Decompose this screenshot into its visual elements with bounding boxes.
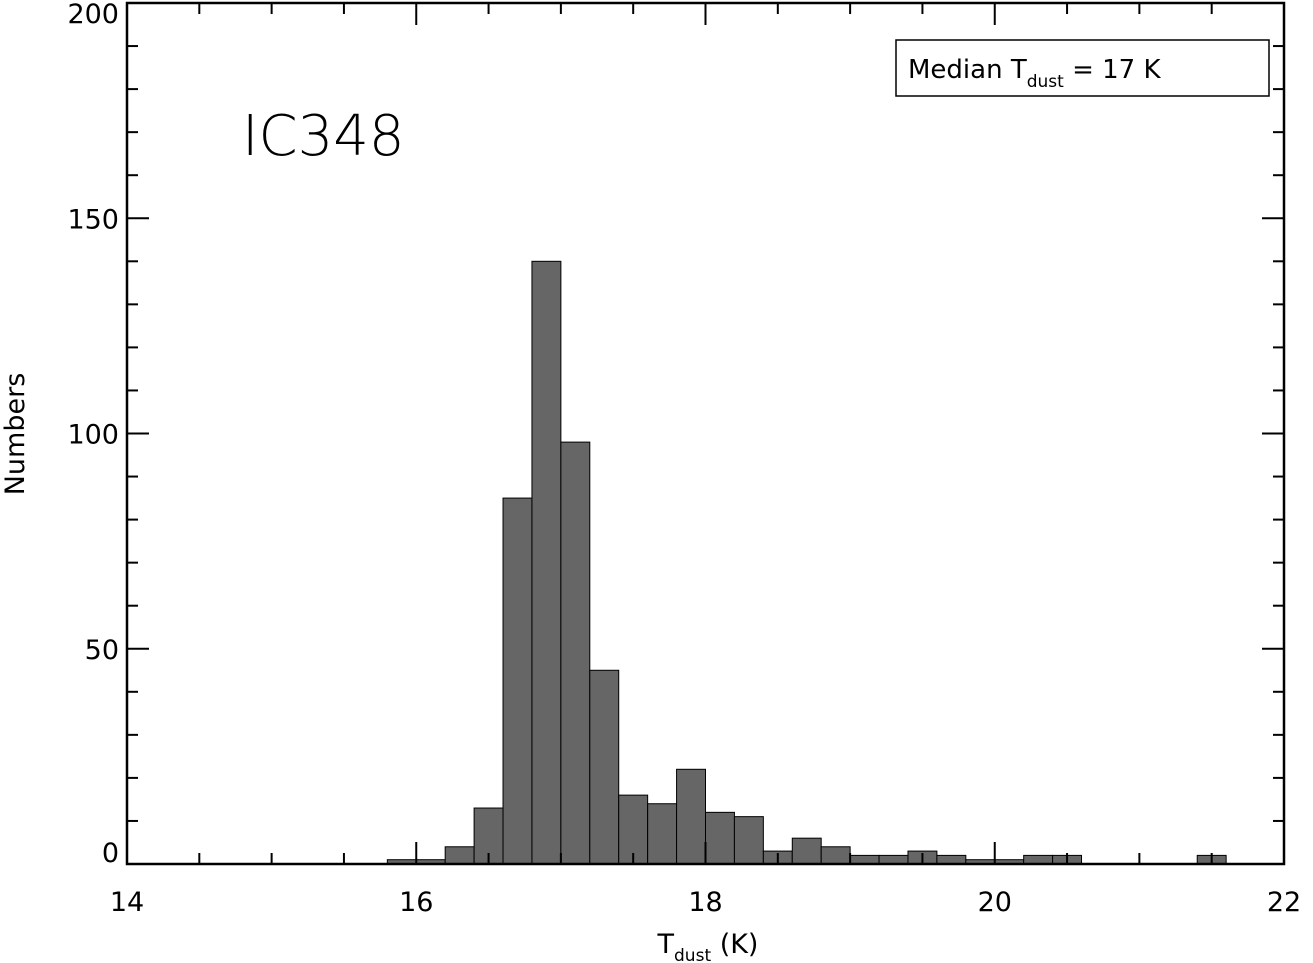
histogram-bar	[1023, 854, 1054, 865]
x-tick-label: 16	[399, 887, 433, 918]
histogram-bar	[791, 837, 822, 865]
y-tick-label: 50	[85, 635, 119, 666]
histogram-bar	[502, 497, 533, 865]
x-tick-label: 14	[110, 887, 144, 918]
legend-text-suffix: = 17 K	[1064, 55, 1162, 85]
legend-frame	[895, 39, 1270, 97]
histogram-bar	[560, 441, 591, 865]
histogram-bar	[820, 846, 851, 865]
histogram-bar	[589, 669, 620, 865]
histogram-bar	[531, 260, 562, 865]
histogram-bar	[936, 854, 967, 865]
y-axis-label: Numbers	[0, 373, 31, 496]
histogram-bars	[386, 260, 1227, 865]
y-tick-label: 200	[67, 0, 119, 30]
x-axis-label-suffix: (K)	[711, 929, 758, 960]
x-tick-label: 22	[1267, 887, 1301, 918]
legend-text-subscript: dust	[1027, 72, 1064, 92]
region-label: IC348	[242, 104, 405, 169]
tick-labels: 14 16 18 20 22 0 50 100 150 200	[67, 0, 1301, 918]
histogram-bar	[444, 846, 475, 865]
legend-text: Median Tdust = 17 K	[908, 55, 1161, 92]
y-tick-label: 150	[67, 204, 119, 235]
x-axis-label-prefix: T	[657, 929, 675, 960]
histogram-bar	[878, 854, 909, 865]
plot-frame	[125, 1, 1286, 866]
histogram-bar	[849, 854, 880, 865]
histogram-bar	[647, 803, 678, 865]
legend-text-prefix: Median T	[908, 55, 1027, 85]
legend-box: Median Tdust = 17 K	[895, 39, 1270, 97]
x-axis-label-subscript: dust	[674, 946, 711, 963]
histogram-bar	[676, 768, 707, 865]
x-axis-label: Tdust (K)	[657, 929, 759, 963]
y-tick-label: 0	[102, 838, 119, 869]
x-tick-label: 18	[688, 887, 722, 918]
histogram-bar	[733, 816, 764, 865]
x-tick-label: 20	[978, 887, 1012, 918]
y-tick-label: 100	[67, 420, 119, 451]
histogram-bar	[705, 811, 735, 865]
